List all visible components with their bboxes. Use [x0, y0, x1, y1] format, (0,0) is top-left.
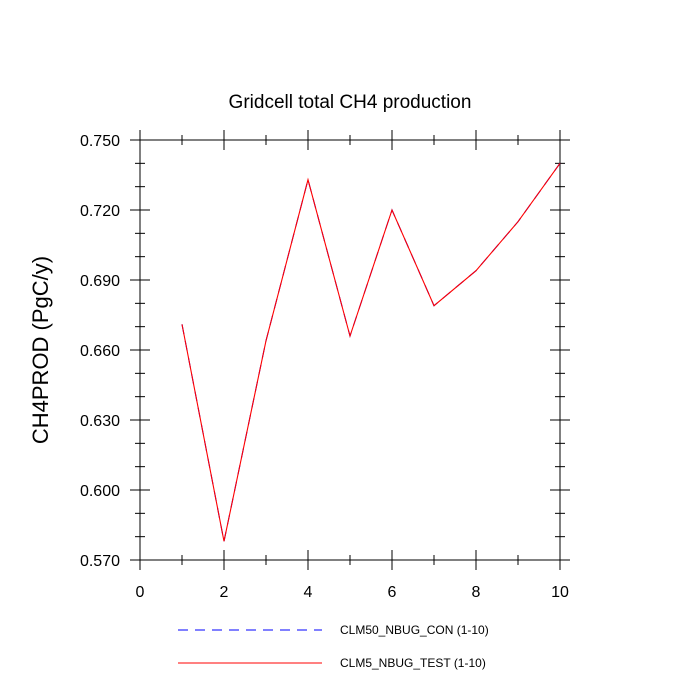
y-tick-label: 0.690: [80, 273, 120, 290]
y-tick-label: 0.720: [80, 203, 120, 220]
y-tick-label: 0.630: [80, 413, 120, 430]
y-tick-label: 0.750: [80, 133, 120, 150]
plot-area: 0 2 4 6 8 10 0.570 0.600 0.630 0.660 0.690 0.720 0.7…: [80, 130, 570, 601]
x-tick-label: 6: [388, 584, 397, 601]
series-line-2: [181, 162, 561, 542]
x-tick-label: 0: [136, 584, 145, 601]
legend-label-2: CLM5_NBUG_TEST (1-10): [340, 656, 486, 670]
legend-label-1: CLM50_NBUG_CON (1-10): [340, 623, 489, 637]
x-tick-label: 2: [220, 584, 229, 601]
y-tick-label: 0.660: [80, 343, 120, 360]
y-axis-label: CH4PROD (PgC/y): [28, 256, 53, 444]
y-tick-label: 0.570: [80, 553, 120, 570]
x-tick-label: 10: [551, 584, 569, 601]
chart-title: Gridcell total CH4 production: [229, 92, 472, 113]
legend: CLM50_NBUG_CON (1-10) CLM5_NBUG_TEST (1-1…: [178, 623, 489, 670]
series-line-1: [181, 162, 561, 542]
y-tick-label: 0.600: [80, 483, 120, 500]
plot-frame: [139, 139, 561, 561]
x-tick-label: 4: [304, 584, 313, 601]
x-tick-label: 8: [472, 584, 481, 601]
